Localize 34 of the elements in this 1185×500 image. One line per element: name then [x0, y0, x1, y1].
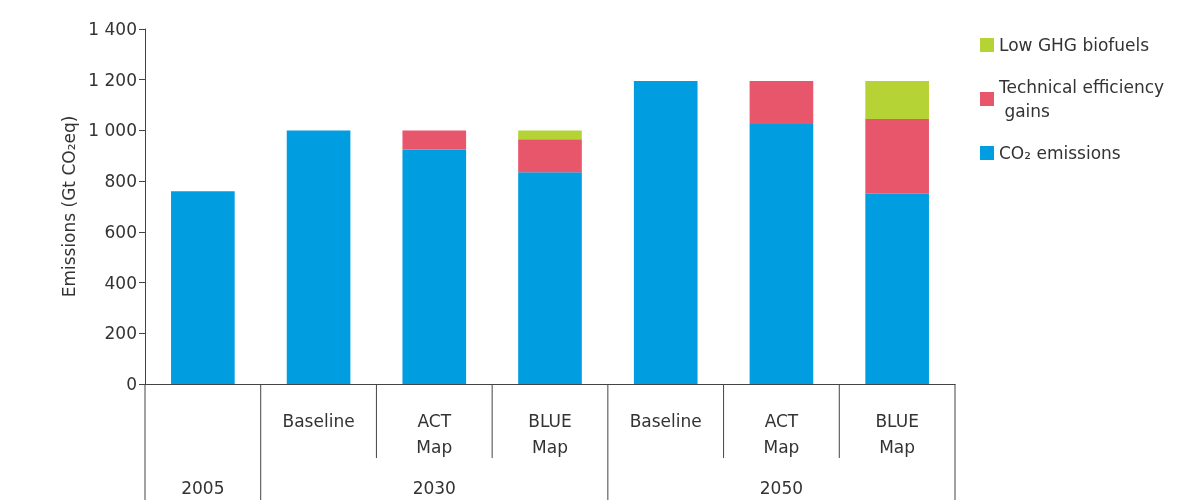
bar	[518, 172, 582, 384]
x-tick-label: ACT Map	[416, 411, 453, 457]
y-axis-title: Emissions (Gt CO₂eq)	[58, 115, 79, 298]
text: 2030	[412, 478, 456, 498]
bar	[749, 124, 814, 384]
bar	[171, 191, 235, 384]
bar	[633, 80, 698, 384]
y-tick-label: 200	[104, 323, 137, 344]
bar	[286, 130, 351, 384]
legend-label: Low GHG biofuels	[999, 35, 1150, 55]
legend-label: CO₂ emissions	[999, 143, 1121, 163]
x-tick-label: BLUE Map	[875, 411, 919, 457]
y-tick-label: 0	[126, 374, 137, 394]
bar	[402, 149, 467, 384]
text: 2050	[759, 478, 804, 498]
y-tick-label: 400	[104, 272, 137, 293]
text: 2005	[181, 478, 225, 498]
y-tick-label: 800	[104, 171, 137, 192]
bar	[865, 119, 929, 194]
y-tick-label: 600	[104, 221, 137, 242]
bar	[749, 80, 814, 125]
legend-label: Technical efficiency gains	[998, 77, 1165, 121]
bar	[518, 130, 582, 140]
bar	[865, 80, 929, 120]
y-tick-label: 1 200	[88, 69, 137, 90]
bar	[402, 130, 467, 150]
y-tick-label: 1 400	[88, 19, 137, 39]
bar	[518, 139, 582, 173]
bar	[865, 193, 929, 384]
y-tick-label: 1 000	[88, 120, 137, 141]
x-tick-label: ACT Map	[763, 411, 800, 457]
x-tick-label: Baseline	[282, 411, 355, 431]
x-tick-label: BLUE Map	[528, 411, 572, 457]
x-tick-label: Baseline	[629, 411, 702, 431]
